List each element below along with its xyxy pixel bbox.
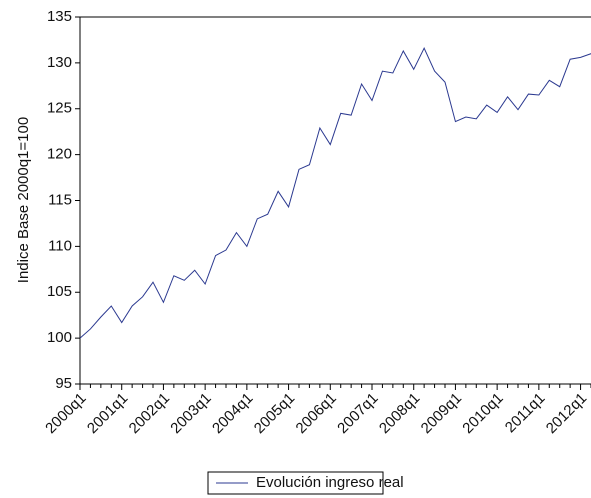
y-tick-label: 120 [47,146,72,163]
x-tick-label: 2003q1 [167,390,214,437]
y-tick-label: 105 [47,283,72,300]
x-tick-label: 2007q1 [334,390,381,437]
legend-label: Evolución ingreso real [256,474,404,491]
x-tick-label: 2012q1 [543,390,590,437]
x-tick-label: 2009q1 [418,390,465,437]
y-tick-label: 100 [47,329,72,346]
x-tick-label: 2001q1 [84,390,131,437]
y-axis-label: Indice Base 2000q1=100 [15,117,32,283]
x-tick-label: 2006q1 [293,390,340,437]
x-tick-label: 2002q1 [126,390,173,437]
x-tick-label: 2008q1 [376,390,423,437]
x-tick-label: 2010q1 [459,390,506,437]
y-tick-label: 95 [55,375,72,392]
data-line [79,47,591,339]
legend-box [207,471,384,495]
x-tick-label: 2005q1 [251,390,298,437]
x-tick-label: 2000q1 [42,390,89,437]
y-tick-label: 110 [48,237,72,254]
y-tick-label: 130 [47,54,72,71]
x-tick-label: 2011q1 [502,390,549,437]
y-tick-label: 125 [47,100,72,117]
y-tick-label: 115 [48,191,72,208]
y-tick-label: 135 [47,8,72,25]
x-tick-label: 2004q1 [209,390,256,437]
